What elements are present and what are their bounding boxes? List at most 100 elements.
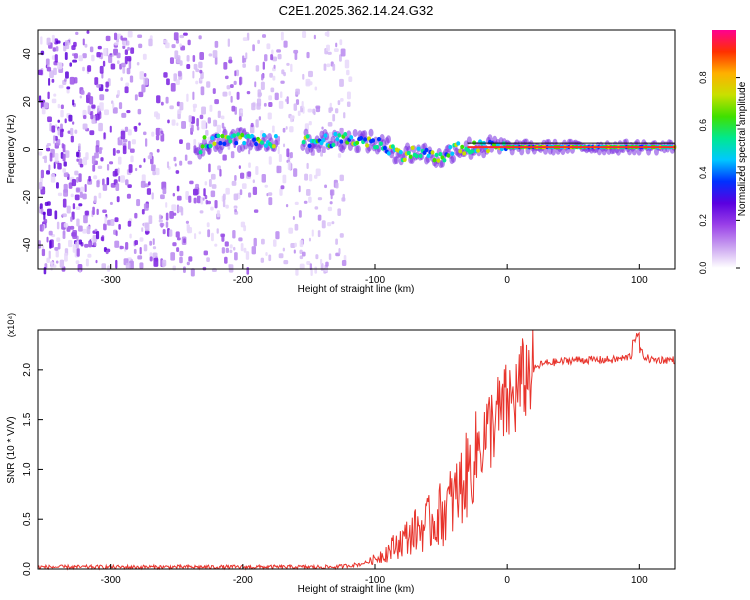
noise-speckle <box>68 182 73 189</box>
ridge-halo <box>487 134 493 143</box>
noise-speckle <box>110 63 116 70</box>
ridge-core <box>386 151 391 156</box>
noise-speckle <box>162 229 166 235</box>
noise-speckle <box>82 228 87 234</box>
noise-speckle <box>282 247 285 252</box>
noise-speckle <box>136 61 140 66</box>
noise-speckle <box>94 228 98 232</box>
noise-speckle <box>49 240 52 249</box>
noise-speckle <box>94 241 97 246</box>
noise-speckle <box>302 31 307 39</box>
noise-speckle <box>323 63 327 71</box>
noise-speckle <box>251 246 257 255</box>
ridge-core <box>410 145 415 151</box>
noise-speckle <box>51 55 56 60</box>
ridge-core <box>398 149 403 155</box>
noise-speckle <box>255 65 260 72</box>
noise-speckle <box>72 230 78 239</box>
ridge-halo <box>362 130 368 139</box>
ridge-core <box>220 133 225 139</box>
noise-speckle <box>99 102 104 111</box>
noise-speckle <box>104 216 107 225</box>
noise-speckle <box>311 229 314 237</box>
noise-speckle <box>313 34 316 40</box>
noise-speckle <box>78 203 83 207</box>
noise-speckle <box>192 188 198 196</box>
noise-speckle <box>272 56 278 62</box>
noise-speckle <box>227 38 230 47</box>
noise-speckle <box>56 237 61 242</box>
noise-speckle <box>234 209 238 213</box>
noise-speckle <box>181 121 186 129</box>
noise-speckle <box>49 152 53 162</box>
noise-speckle <box>225 204 229 209</box>
noise-speckle <box>176 185 180 192</box>
noise-speckle <box>242 63 246 68</box>
noise-speckle <box>273 239 277 247</box>
noise-speckle <box>116 196 120 203</box>
noise-speckle <box>173 212 177 216</box>
noise-speckle <box>117 167 120 174</box>
ridge-core <box>448 144 453 150</box>
snr-y-ticks: 0.0 0.5 1.0 1.5 2.0 <box>22 362 43 576</box>
noise-speckle <box>196 126 200 131</box>
noise-speckle <box>172 265 176 271</box>
noise-speckle <box>211 184 217 189</box>
noise-speckle <box>51 125 56 133</box>
noise-speckle <box>257 39 260 45</box>
noise-speckle <box>82 66 85 72</box>
noise-speckle <box>177 70 182 77</box>
noise-speckle <box>101 263 107 270</box>
noise-speckle <box>187 160 193 165</box>
ridge-halo <box>352 128 358 137</box>
colorbar: 0.0 0.2 0.4 0.6 0.8 Normalized spectral ampl… <box>698 30 748 274</box>
noise-speckle <box>40 50 45 56</box>
noise-speckle <box>116 33 122 40</box>
noise-speckle <box>89 46 94 53</box>
noise-speckle <box>143 158 146 163</box>
noise-speckle <box>222 199 226 208</box>
noise-speckle <box>69 62 73 67</box>
noise-speckle <box>188 115 192 123</box>
noise-speckle <box>278 153 282 163</box>
noise-speckle <box>80 186 85 192</box>
noise-speckle <box>115 259 118 269</box>
ridge-core <box>456 141 461 146</box>
noise-speckle <box>346 69 350 76</box>
noise-speckle <box>189 180 194 185</box>
ridge-core <box>462 151 467 156</box>
noise-speckle <box>229 84 234 89</box>
noise-speckle <box>103 48 108 57</box>
noise-speckle <box>317 214 322 221</box>
noise-speckle <box>54 210 58 220</box>
noise-speckle <box>268 102 273 107</box>
noise-speckle <box>177 109 182 115</box>
noise-speckle <box>48 250 51 259</box>
noise-speckle <box>165 212 169 221</box>
ridge-core <box>402 157 407 162</box>
noise-speckle <box>161 259 167 267</box>
noise-speckle <box>171 204 177 211</box>
noise-speckle <box>198 231 202 235</box>
noise-speckle <box>231 180 237 186</box>
noise-speckle <box>299 239 304 248</box>
noise-speckle <box>278 253 284 259</box>
noise-speckle <box>192 103 198 109</box>
noise-speckle <box>248 192 252 198</box>
ridge-core <box>339 139 344 144</box>
ridge-core <box>261 132 266 138</box>
noise-speckle <box>186 93 189 102</box>
ridge-core <box>240 132 245 138</box>
ridge-core <box>260 140 265 145</box>
ridge-core <box>333 131 338 137</box>
noise-speckle <box>284 98 287 102</box>
noise-speckle <box>100 157 104 162</box>
noise-speckle <box>46 236 49 243</box>
noise-speckle <box>129 148 135 153</box>
noise-speckle <box>268 156 272 165</box>
noise-speckle <box>131 139 136 145</box>
noise-speckle <box>233 193 239 201</box>
x-tick-label: 100 <box>631 575 648 586</box>
ridge-core <box>349 135 354 140</box>
noise-speckle <box>89 96 94 105</box>
